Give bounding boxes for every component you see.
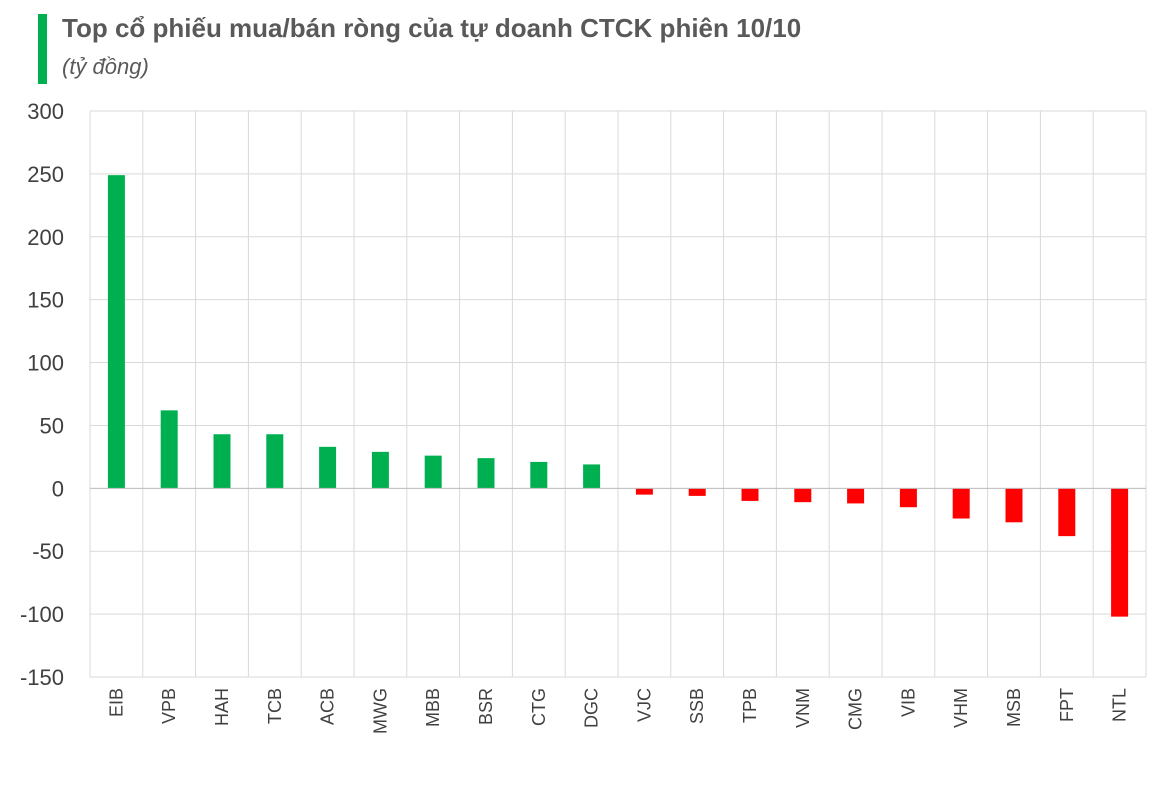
bar-vhm	[952, 488, 970, 519]
x-tick-label: TCB	[265, 688, 285, 724]
bar-tpb	[741, 488, 759, 501]
x-tick-label: CTG	[529, 688, 549, 726]
x-tick-label: TPB	[740, 688, 760, 723]
y-tick-label: 100	[27, 351, 64, 376]
bar-msb	[1005, 488, 1023, 523]
x-tick-label: CMG	[846, 688, 866, 730]
bar-dgc	[583, 464, 601, 489]
x-tick-label: MSB	[1004, 688, 1024, 727]
chart-title: Top cổ phiếu mua/bán ròng của tự doanh C…	[62, 13, 802, 43]
bar-eib	[107, 175, 125, 489]
x-tick-label: FPT	[1057, 688, 1077, 722]
bar-vnm	[794, 488, 812, 503]
x-tick-label: NTL	[1110, 688, 1130, 722]
x-tick-label: VIB	[898, 688, 918, 717]
bar-mbb	[424, 455, 442, 489]
x-tick-label: VHM	[951, 688, 971, 728]
x-tick-label: MBB	[423, 688, 443, 727]
y-tick-label: 200	[27, 225, 64, 250]
x-tick-label: HAH	[212, 688, 232, 726]
bar-tcb	[266, 434, 284, 489]
y-tick-label: 300	[27, 99, 64, 124]
bar-bsr	[477, 458, 495, 489]
x-tick-label: SSB	[687, 688, 707, 724]
x-tick-label: DGC	[582, 688, 602, 728]
y-tick-label: -50	[32, 539, 64, 564]
x-tick-label: VPB	[159, 688, 179, 724]
y-tick-label: -100	[20, 602, 64, 627]
bar-ntl	[1111, 488, 1129, 617]
bar-mwg	[371, 451, 389, 489]
bar-vpb	[160, 410, 178, 489]
bar-fpt	[1058, 488, 1076, 537]
bar-cmg	[847, 488, 865, 504]
bar-ctg	[530, 461, 548, 489]
x-tick-label: BSR	[476, 688, 496, 725]
x-tick-label: MWG	[370, 688, 390, 734]
y-tick-label: -150	[20, 665, 64, 690]
chart-subtitle: (tỷ đồng)	[62, 54, 149, 79]
bar-ssb	[688, 488, 706, 496]
x-tick-label: EIB	[106, 688, 126, 717]
y-tick-label: 150	[27, 288, 64, 313]
x-tick-label: VJC	[634, 688, 654, 722]
x-tick-label: VNM	[793, 688, 813, 728]
title-accent-bar	[38, 14, 47, 84]
bar-acb	[319, 446, 337, 489]
bar-vjc	[635, 488, 653, 495]
y-tick-label: 50	[40, 413, 64, 438]
x-tick-label: ACB	[318, 688, 338, 725]
bar-vib	[899, 488, 917, 508]
y-tick-label: 250	[27, 162, 64, 187]
bar-hah	[213, 434, 231, 489]
y-tick-label: 0	[52, 476, 64, 501]
